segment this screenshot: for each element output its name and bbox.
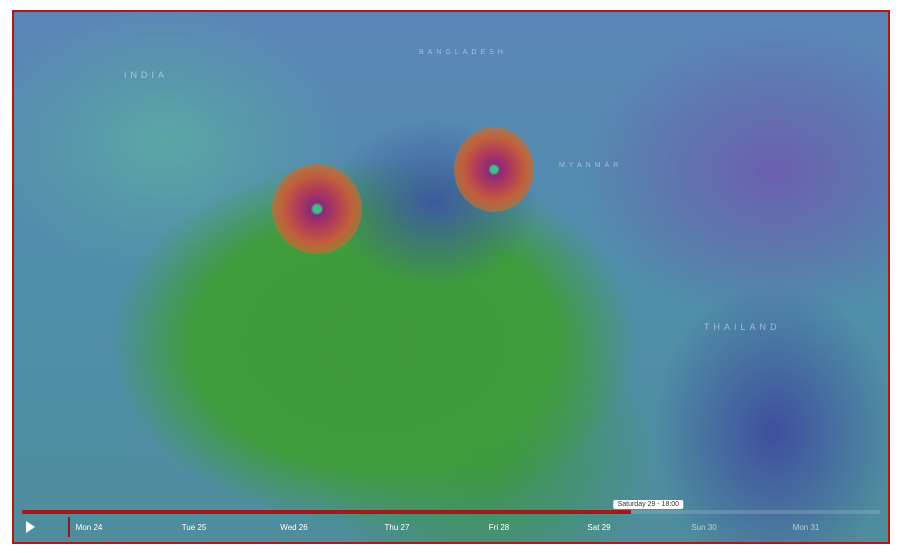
- label-bangladesh: BANGLADESH: [419, 49, 507, 56]
- timeline-day[interactable]: Fri 28: [488, 523, 510, 532]
- timeline-tooltip: Saturday 29 - 18:00: [613, 500, 684, 509]
- timeline-day[interactable]: Sat 29: [587, 523, 611, 532]
- label-myanmar: MYANMAR: [559, 162, 623, 169]
- cyclone-west: [272, 164, 362, 254]
- timeline-day[interactable]: Thu 27: [384, 523, 410, 532]
- label-india: INDIA: [124, 70, 169, 80]
- label-thailand: THAILAND: [704, 322, 781, 332]
- timeline-day[interactable]: Mon 31: [792, 523, 820, 532]
- timeline-day[interactable]: Tue 25: [181, 523, 207, 532]
- play-icon[interactable]: [26, 521, 35, 533]
- cyclone-east: [454, 127, 534, 212]
- timeline-day[interactable]: Wed 26: [280, 523, 308, 532]
- timeline-divider: [68, 517, 70, 537]
- timeline[interactable]: Saturday 29 - 18:00 Mon 24 Tue 25 Wed 26 Th…: [14, 500, 888, 542]
- weather-map[interactable]: INDIA BANGLADESH MYANMAR THAILAND Saturd…: [12, 10, 890, 544]
- timeline-day[interactable]: Mon 24: [75, 523, 103, 532]
- timeline-progress: [22, 510, 632, 514]
- timeline-track[interactable]: Saturday 29 - 18:00: [22, 500, 880, 514]
- timeline-day[interactable]: Sun 30: [691, 523, 717, 532]
